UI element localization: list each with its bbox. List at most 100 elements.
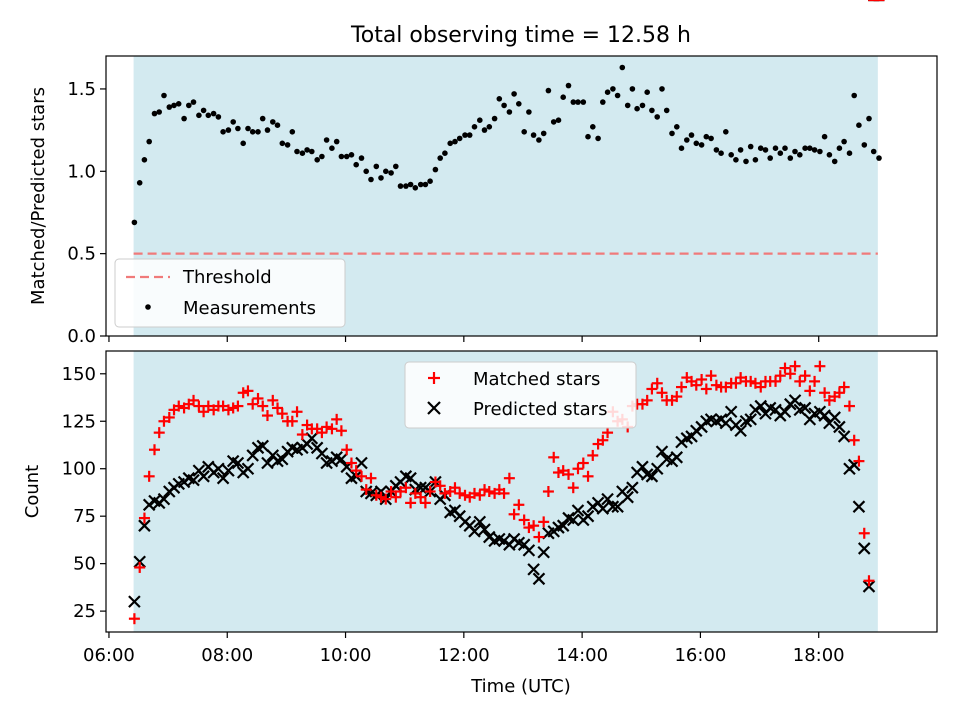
measurement-point: [156, 109, 162, 115]
predicted-star-point: [837, 430, 851, 443]
matched-star-point: [291, 406, 303, 418]
measurement-point: [767, 155, 773, 161]
matched-star-point: [651, 377, 663, 389]
predicted-star-point: [216, 471, 230, 485]
predicted-star-point: [734, 424, 747, 438]
matched-star-point: [138, 512, 150, 524]
matched-star-point: [587, 449, 599, 461]
matched-star-point: [198, 406, 210, 418]
predicted-star-point: [719, 416, 733, 430]
matched-star-point: [730, 377, 742, 389]
measurement-point: [407, 181, 414, 188]
measurement-point: [663, 107, 670, 114]
measurement-point: [723, 129, 729, 135]
y-tick-label: 0.5: [67, 244, 96, 265]
matched-star-point: [380, 493, 392, 505]
measurement-point: [787, 155, 794, 161]
measurement-point: [802, 145, 808, 151]
predicted-star-point: [522, 544, 536, 557]
predicted-star-point: [187, 473, 200, 487]
measurement-point: [368, 176, 374, 183]
measurement-point: [437, 155, 444, 161]
measurement-point: [383, 168, 389, 175]
bottom-y-axis: 25 50 75 100 125 150: [62, 364, 106, 622]
measurement-point: [373, 163, 380, 170]
measurement-point: [575, 99, 581, 105]
measurement-point: [215, 114, 222, 120]
measurement-point: [713, 147, 720, 153]
matched-star-point: [858, 527, 870, 539]
measurement-point: [684, 137, 690, 143]
matched-star-point: [252, 392, 264, 404]
matched-star-point: [424, 486, 436, 497]
measurement-point: [634, 105, 640, 112]
matched-star-point: [503, 472, 515, 484]
measurement-point: [259, 115, 266, 122]
measurement-point: [412, 185, 419, 191]
predicted-star-point: [556, 519, 570, 532]
measurement-point: [674, 124, 680, 130]
matched-star-point: [134, 561, 146, 573]
matched-star-point: [696, 373, 708, 385]
matched-star-point: [538, 516, 550, 528]
measurement-point: [851, 92, 857, 99]
matched-star-point: [848, 434, 860, 446]
matched-star-point: [345, 457, 357, 469]
bottom-plot-frame: [105, 350, 938, 633]
x-tick-label: 14:00: [556, 645, 608, 666]
measurement-point: [264, 127, 271, 133]
measurement-point: [220, 129, 226, 135]
measurement-point: [614, 92, 621, 99]
measurement-point: [181, 115, 187, 122]
predicted-star-point: [833, 420, 846, 434]
measurement-point: [447, 140, 454, 147]
matched-star-point: [567, 482, 579, 494]
top-panel: 0.0 0.5 1.0 1.5 Matched/Predicted stars Thr…: [28, 55, 938, 347]
matched-star-point: [513, 499, 525, 511]
measurement-point: [718, 150, 724, 156]
matched-star-point: [700, 383, 712, 395]
matched-star-point: [360, 484, 372, 496]
matched-star-point: [454, 487, 466, 499]
measurement-point: [319, 153, 325, 160]
measurement-point: [511, 91, 517, 97]
measurement-point: [333, 138, 340, 145]
measurement-point: [654, 114, 660, 120]
matched-star-point: [675, 381, 687, 393]
top-y-axis-label: Matched/Predicted stars: [28, 87, 49, 305]
y-tick-label: 50: [73, 554, 96, 575]
matched-star-point: [331, 413, 343, 425]
measurement-point: [629, 86, 636, 92]
predicted-star-point: [157, 492, 171, 506]
measurement-point: [841, 138, 847, 145]
measurement-point: [245, 125, 251, 132]
predicted-star-point: [857, 542, 871, 555]
x-tick-label: 08:00: [201, 645, 253, 666]
measurement-point: [427, 178, 433, 184]
matched-star-point: [483, 486, 495, 497]
matched-star-point: [128, 613, 140, 625]
y-tick-label: 1.5: [67, 79, 96, 100]
measurement-point: [491, 115, 498, 122]
measurement-point: [225, 127, 232, 133]
measurement-point: [846, 150, 853, 156]
measurement-point: [146, 138, 152, 145]
x-tick-label: 10:00: [320, 645, 372, 666]
predicted-star-point: [611, 500, 624, 513]
measurement-point: [639, 102, 646, 109]
measurement-point: [417, 181, 424, 188]
matched-star-point: [419, 497, 431, 509]
measurement-point: [358, 155, 365, 161]
measurement-point: [688, 132, 695, 138]
matched-star-point: [296, 429, 308, 441]
matched-star-point: [518, 514, 530, 526]
measurement-point: [456, 135, 463, 142]
matched-star-point: [468, 487, 480, 499]
matched-star-point: [286, 415, 298, 427]
measurement-point: [565, 82, 572, 89]
matched-star-point: [163, 411, 175, 423]
measurement-point: [255, 129, 261, 135]
measurement-point: [314, 157, 321, 163]
measurement-point: [196, 112, 202, 119]
